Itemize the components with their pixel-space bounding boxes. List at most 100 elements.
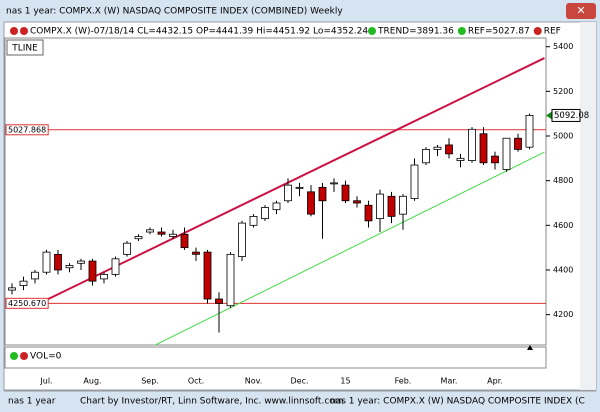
y-tick-label: 4600: [553, 221, 573, 230]
candle-body: [502, 137, 511, 170]
x-tick-label: Apr.: [487, 377, 503, 386]
candle-body: [77, 260, 85, 264]
candle-body: [445, 144, 453, 155]
candle-body: [376, 193, 384, 220]
volume-marker: [527, 345, 533, 350]
candle-body: [479, 133, 488, 164]
x-tick-label: Aug.: [83, 377, 101, 386]
candle-body: [146, 229, 154, 233]
candle-body: [42, 251, 51, 273]
y-tick-label: 5200: [553, 87, 573, 96]
plot: [5, 57, 546, 345]
candle-body: [410, 164, 419, 199]
status-text: Chart by Investor/RT, Linn Software, Inc…: [80, 397, 344, 407]
candle-body: [157, 231, 166, 235]
indicator-dot: [20, 352, 28, 360]
candle-body: [134, 236, 143, 240]
candle-body: [123, 242, 131, 255]
candle-body: [364, 204, 373, 222]
candle-body: [65, 265, 74, 269]
candle-body: [88, 260, 97, 282]
candle-body: [226, 253, 235, 307]
close-icon: ✕: [576, 4, 585, 17]
candle-body: [341, 184, 350, 202]
trendline: [46, 57, 545, 301]
volume-label: VOL=0: [30, 352, 62, 362]
candle-body: [180, 233, 189, 249]
ref-label: 5027.868: [8, 125, 46, 134]
y-tick-label: 5400: [553, 42, 573, 51]
last-price-box: [551, 108, 581, 122]
tline-label: TLINE: [11, 44, 38, 54]
last-price-label: 5092.08: [554, 111, 589, 121]
ref-label-box: [5, 297, 49, 309]
y-tick-label: 4200: [553, 310, 573, 319]
candle-body: [272, 202, 281, 211]
candle-body: [514, 137, 522, 150]
y-tick-label: 4800: [553, 176, 573, 185]
candle-body: [238, 222, 246, 257]
candle-body: [491, 155, 499, 164]
indicator-dot: [457, 27, 466, 35]
scrollbar[interactable]: [580, 22, 596, 390]
candle-body: [525, 115, 534, 148]
price-panel: [4, 37, 547, 346]
candle-body: [295, 186, 304, 189]
candle-body: [307, 191, 315, 215]
indicator-dot: [10, 352, 18, 360]
window-title: nas 1 year: COMPX.X (W) NASDAQ COMPOSITE…: [6, 7, 343, 17]
indicator-label: REF=5027.87: [468, 27, 530, 37]
status-text: nas 1 year: COMPX.X (W) NASDAQ COMPOSITE…: [330, 397, 585, 407]
chart-area: [3, 21, 597, 391]
x-tick-label: Oct.: [188, 377, 204, 386]
trendline: [154, 151, 545, 345]
volume-panel: [4, 346, 547, 369]
candle-body: [456, 157, 465, 161]
x-tick-label: Feb.: [395, 377, 412, 386]
indicator-dot: [10, 27, 18, 35]
candle-body: [353, 200, 361, 204]
indicator-label: TREND=3891.36: [377, 27, 454, 37]
indicator-dot: [20, 27, 28, 35]
candle-body: [111, 258, 120, 275]
candle-body: [399, 195, 407, 215]
candle-body: [284, 184, 292, 202]
candle-body: [19, 280, 28, 287]
indicator-label: REF: [544, 27, 561, 37]
candle-body: [203, 251, 212, 300]
close-button[interactable]: [566, 3, 596, 19]
x-tick-label: Sep.: [141, 377, 159, 386]
y-tick-label: 4400: [553, 265, 573, 274]
candle-body: [468, 128, 476, 161]
candle-body: [100, 274, 108, 280]
tline-button[interactable]: [6, 39, 44, 56]
candle-body: [31, 271, 39, 280]
x-tick-label: Nov.: [245, 377, 263, 386]
candle-body: [192, 251, 200, 255]
candle-body: [261, 207, 269, 220]
candle-body: [249, 215, 258, 226]
candle-body: [8, 287, 16, 291]
indicator-dot: [533, 27, 542, 35]
chart-header: COMPX.X (W)-07/18/14 CL=4432.15 OP=4441.…: [30, 27, 368, 37]
ref-label: 4250.670: [8, 299, 46, 308]
x-tick-label: Jul.: [39, 377, 52, 386]
candle-body: [330, 182, 338, 185]
x-tick-label: Mar.: [441, 377, 458, 386]
candle-body: [215, 298, 223, 304]
candle-body: [422, 149, 430, 164]
candle-body: [54, 253, 62, 271]
status-text: nas 1 year: [8, 397, 56, 407]
candle-body: [433, 146, 442, 150]
candle-body: [169, 233, 177, 237]
candle-body: [387, 195, 396, 217]
ref-label-box: [5, 124, 49, 136]
candle-body: [318, 186, 327, 202]
last-price-arrow: [546, 111, 552, 120]
x-tick-label: Dec.: [290, 377, 308, 386]
x-tick-label: 15: [340, 377, 350, 386]
y-tick-label: 5000: [553, 132, 573, 141]
indicator-dot: [368, 27, 376, 35]
